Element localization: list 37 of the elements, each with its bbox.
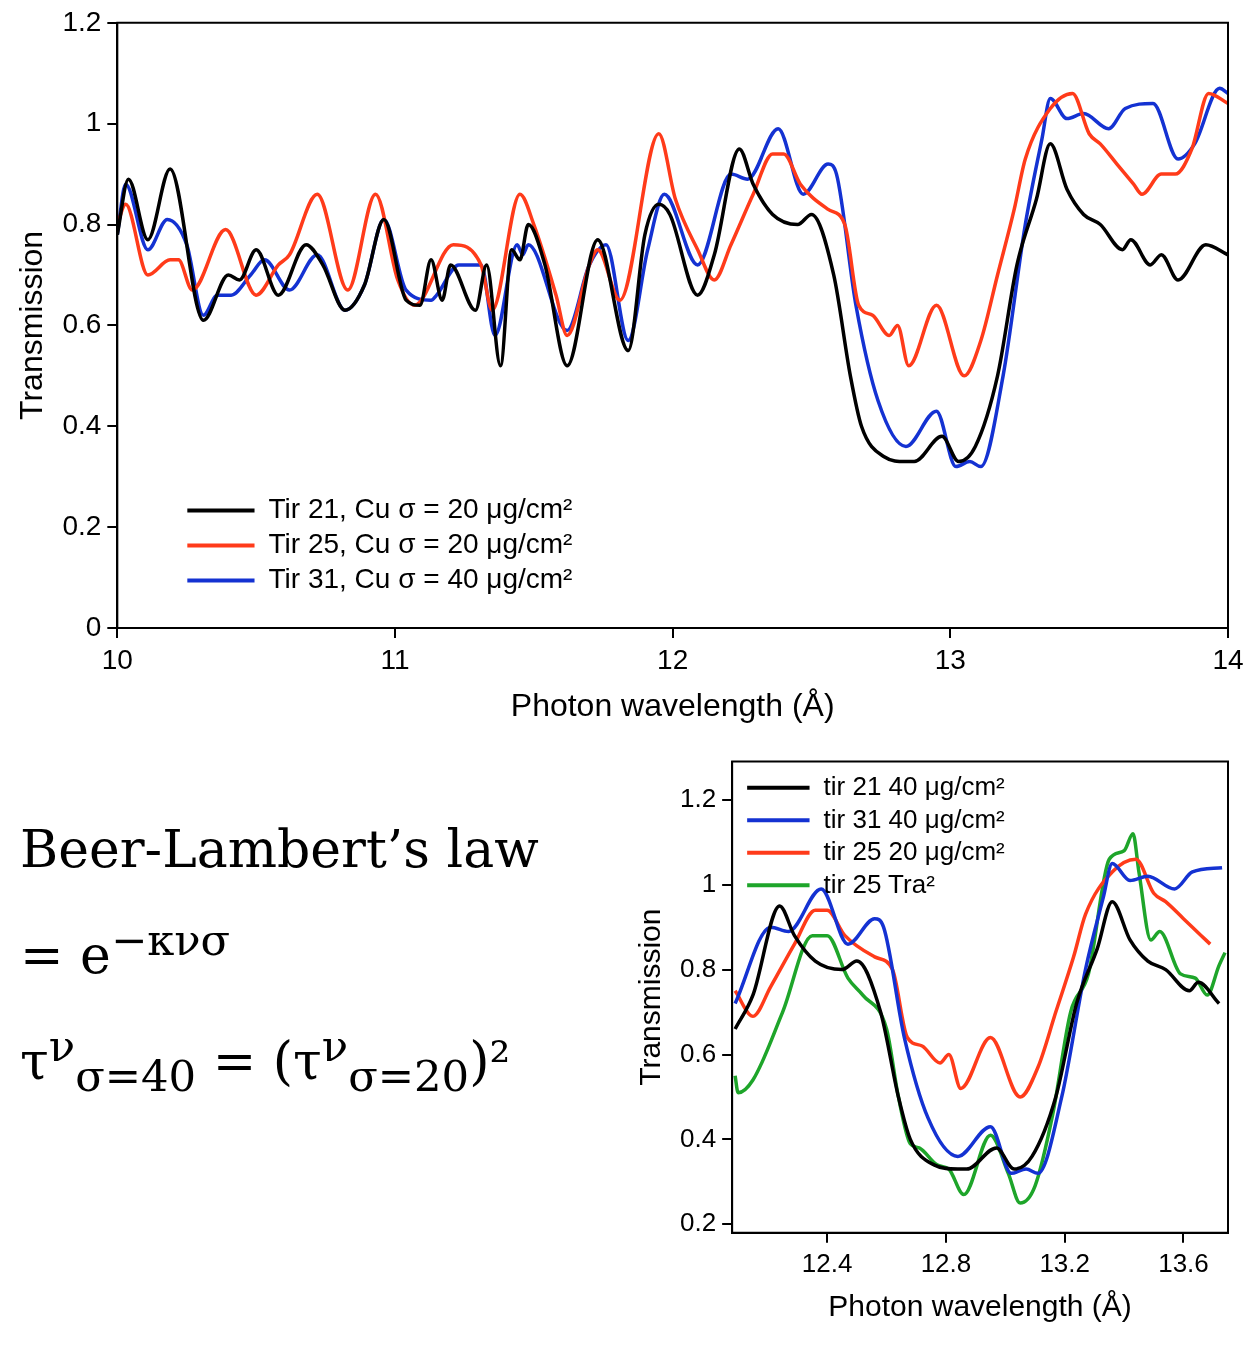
- y-axis-title: Transmission: [13, 230, 50, 420]
- x-axis-title: Photon wavelength (Å): [828, 1289, 1132, 1323]
- y-axis-title: Transmission: [633, 908, 667, 1086]
- y-tick-label: 0.8: [62, 207, 102, 239]
- y-tick-label: 1.2: [62, 5, 102, 37]
- x-axis-title: Photon wavelength (Å): [510, 686, 835, 723]
- text: τ$^{ν}$$_{σ=40}$ = (τ$^{ν}$$_{σ=20}$)²: [20, 1019, 512, 1103]
- y-tick-label: 0.4: [62, 408, 102, 440]
- legend-label: tir 25 Tra²: [823, 868, 936, 899]
- text: = e$^{−κνσ}$: [20, 913, 232, 988]
- y-tick-label: 1.2: [679, 782, 717, 813]
- y-tick-label: 0.4: [679, 1122, 717, 1153]
- x-tick-label: 13.2: [1039, 1247, 1090, 1278]
- x-tick-label: 13.6: [1158, 1247, 1209, 1278]
- y-tick-label: 0.2: [679, 1207, 717, 1238]
- y-tick-label: 0.6: [679, 1037, 717, 1068]
- x-tick-label: 12: [657, 643, 689, 675]
- y-tick-label: 0.2: [62, 509, 102, 541]
- x-tick-label: 12.8: [920, 1247, 972, 1278]
- legend-label: Tir 25, Cu σ = 20 μg/cm²: [268, 528, 573, 560]
- legend-label: Tir 21, Cu σ = 20 μg/cm²: [268, 493, 573, 525]
- legend-label: Tir 31, Cu σ = 40 μg/cm²: [268, 563, 573, 595]
- legend-label: tir 25 20 μg/cm²: [823, 836, 1006, 867]
- x-tick-label: 12.4: [801, 1247, 853, 1278]
- y-tick-label: 0.6: [62, 308, 102, 340]
- y-tick-label: 1: [85, 106, 102, 138]
- x-tick-label: 10: [101, 643, 133, 675]
- x-tick-label: 13: [934, 643, 966, 675]
- y-tick-label: 1: [701, 867, 717, 898]
- legend-label: tir 21 40 μg/cm²: [823, 771, 1006, 802]
- text: Beer-Lambert’s law: [20, 818, 540, 881]
- line-series: [117, 91, 1228, 378]
- x-tick-label: 11: [380, 643, 410, 675]
- x-tick-label: 14: [1212, 643, 1244, 675]
- legend-label: tir 31 40 μg/cm²: [823, 803, 1006, 834]
- y-tick-label: 0.8: [679, 952, 717, 983]
- y-tick-label: 0: [85, 610, 102, 642]
